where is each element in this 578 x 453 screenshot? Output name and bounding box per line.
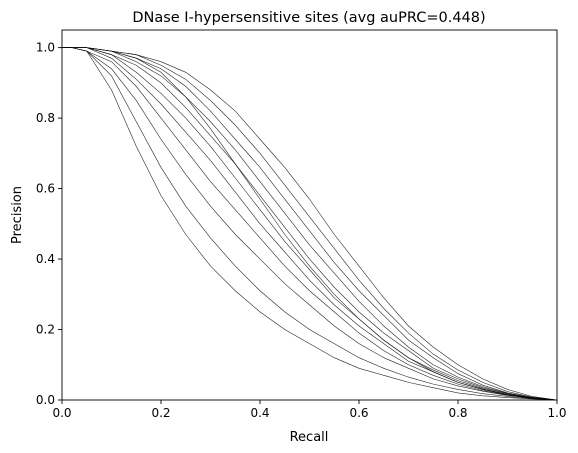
- plot-area-frame: [61, 29, 558, 401]
- pr-curve-line-2: [62, 47, 558, 401]
- y-tick-label: 0.8: [36, 111, 55, 125]
- chart-title: DNase I-hypersensitive sites (avg auPRC=…: [132, 10, 485, 26]
- pr-curve-line-1: [62, 47, 558, 401]
- x-tick-label: 1.0: [547, 406, 566, 420]
- pr-curve-line-7: [62, 47, 558, 401]
- x-tick-label: 0.6: [349, 406, 368, 420]
- y-tick-label: 0.0: [36, 393, 55, 407]
- y-tick-label: 0.4: [36, 252, 55, 266]
- pr-curve-line-6: [62, 47, 558, 401]
- y-tick-label: 1.0: [36, 41, 55, 55]
- pr-curve-line-4: [62, 47, 558, 401]
- x-axis-ticks: 0.0 0.2 0.4 0.6 0.8 1.0: [52, 400, 567, 420]
- y-tick-label: 0.6: [36, 182, 55, 196]
- x-tick-label: 0.8: [448, 406, 467, 420]
- y-axis-label: Precision: [10, 186, 25, 244]
- x-tick-label: 0.4: [250, 406, 269, 420]
- series-lines: [62, 47, 558, 401]
- pr-curve-line-11: [62, 47, 558, 401]
- x-axis-label: Recall: [290, 430, 329, 445]
- pr-curve-line-8: [62, 47, 558, 401]
- pr-curve-line-3: [62, 47, 558, 401]
- x-tick-label: 0.2: [151, 406, 170, 420]
- x-tick-label: 0.0: [52, 406, 71, 420]
- y-axis-ticks: 0.0 0.2 0.4 0.6 0.8 1.0: [36, 41, 62, 407]
- y-tick-label: 0.2: [36, 323, 55, 337]
- pr-curve-line-12: [62, 47, 558, 401]
